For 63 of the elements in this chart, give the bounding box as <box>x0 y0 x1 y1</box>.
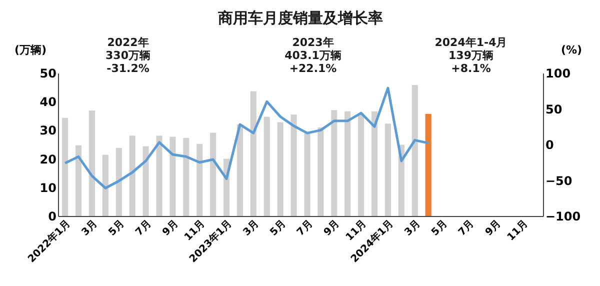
x-tick-label: 9月 <box>484 218 504 238</box>
annotation: -31.2% <box>106 62 150 75</box>
bar <box>384 124 391 216</box>
bar <box>183 138 190 216</box>
bar <box>318 127 324 216</box>
annotation: +22.1% <box>289 62 337 75</box>
y-tick-label: 0 <box>48 210 56 224</box>
text: 2023年 <box>292 36 334 49</box>
bar <box>358 114 364 216</box>
bar <box>344 111 351 216</box>
y2-tick-label: 50 <box>546 102 562 116</box>
text: 2022年 <box>107 36 149 49</box>
bar <box>88 110 95 216</box>
bar <box>290 114 297 216</box>
bar <box>250 91 256 216</box>
x-tick-label: 3月 <box>402 218 423 238</box>
x-tick-label: 11月 <box>506 218 530 244</box>
x-tick-label: 3月 <box>241 218 262 238</box>
bar <box>331 110 338 216</box>
bar <box>102 154 108 216</box>
x-tick-label: 5月 <box>268 218 288 238</box>
text: 139万辆 <box>448 49 494 62</box>
x-tick-label: 7月 <box>134 218 154 238</box>
y-tick-label: 30 <box>40 124 56 138</box>
y2-tick-label: −100 <box>546 210 581 224</box>
bar <box>264 116 270 216</box>
text: 330万辆 <box>106 49 150 62</box>
bar <box>412 85 418 216</box>
y2-tick-label: 0 <box>546 138 554 152</box>
y-axis-title: (万辆) <box>14 44 47 56</box>
bar <box>116 148 122 216</box>
y2-tick-label: 100 <box>546 66 571 80</box>
bar <box>236 124 243 216</box>
bar <box>371 111 378 216</box>
x-tick-label: 3月 <box>80 218 100 238</box>
x-tick-label: 5月 <box>106 218 127 238</box>
bar <box>196 144 203 216</box>
y-tick-label: 50 <box>40 66 56 80</box>
y2-tick-label: −50 <box>546 174 572 188</box>
bar <box>425 114 432 216</box>
line-series <box>64 86 430 190</box>
x-tick-label: 7月 <box>456 218 476 238</box>
y-tick-label: 20 <box>40 152 56 166</box>
text: 403.1万辆 <box>284 49 342 62</box>
bar <box>142 146 149 216</box>
y-tick-label: 10 <box>40 180 56 195</box>
x-tick-label: 7月 <box>295 218 316 238</box>
text: 2024年1-4月 <box>434 36 508 49</box>
bar <box>129 136 136 216</box>
bar <box>156 136 162 216</box>
x-tick-label: 9月 <box>160 218 180 238</box>
bar <box>210 132 216 216</box>
bar <box>75 145 82 216</box>
y2-axis-title: (%) <box>560 44 582 56</box>
chart-title: 商用车月度销量及增长率 <box>217 9 383 27</box>
x-tick-label: 9月 <box>322 218 342 238</box>
x-tick-label: 5月 <box>430 218 450 238</box>
annotation: +8.1% <box>451 62 491 75</box>
y-tick-label: 40 <box>40 95 56 110</box>
bar <box>277 122 284 216</box>
bar <box>170 136 176 216</box>
bar <box>304 133 310 216</box>
bar <box>62 118 68 216</box>
